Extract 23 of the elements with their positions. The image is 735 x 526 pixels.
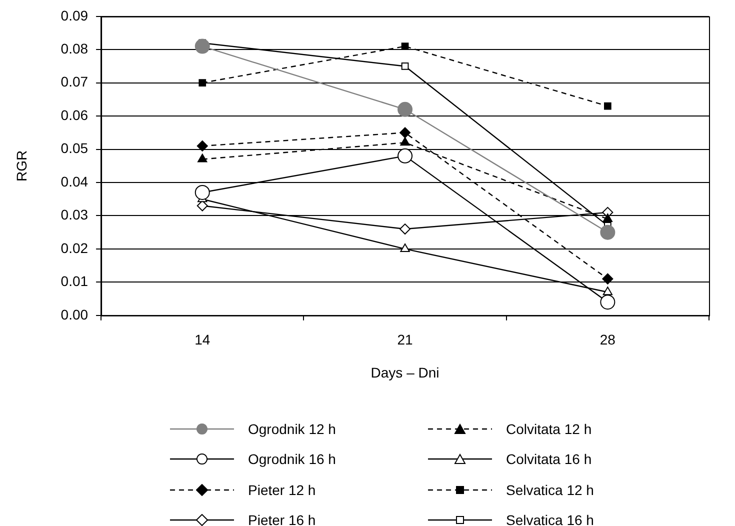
- legend-label: Pieter 16 h: [248, 512, 316, 526]
- x-tick-label: 28: [600, 332, 616, 348]
- y-tick-label: 0.01: [60, 273, 88, 290]
- y-tick-label: 0.08: [60, 40, 88, 56]
- legend-label: Selvatica 12 h: [506, 482, 594, 498]
- x-axis-title: Days – Dni: [370, 364, 440, 380]
- legend-label: Ogrodnik 12 h: [248, 420, 336, 437]
- y-tick-label: 0.09: [60, 7, 88, 24]
- y-tick-label: 0.05: [60, 140, 88, 156]
- y-tick-label: 0.03: [60, 206, 88, 223]
- y-tick-label: 0.00: [60, 306, 88, 322]
- legend-label: Pieter 12 h: [248, 482, 316, 498]
- legend-label: Colvitata 12 h: [506, 420, 592, 437]
- x-tick-label: 21: [397, 332, 414, 348]
- y-axis-title: RGR: [13, 150, 30, 182]
- legend-label: Ogrodnik 16 h: [248, 451, 336, 468]
- y-tick-label: 0.06: [60, 106, 88, 123]
- y-tick-label: 0.07: [60, 74, 88, 90]
- x-tick-label: 14: [194, 332, 210, 348]
- legend-label: Selvatica 16 h: [506, 512, 594, 526]
- y-tick-label: 0.04: [60, 173, 88, 190]
- y-tick-label: 0.02: [60, 240, 88, 256]
- legend-label: Colvitata 16 h: [506, 451, 592, 468]
